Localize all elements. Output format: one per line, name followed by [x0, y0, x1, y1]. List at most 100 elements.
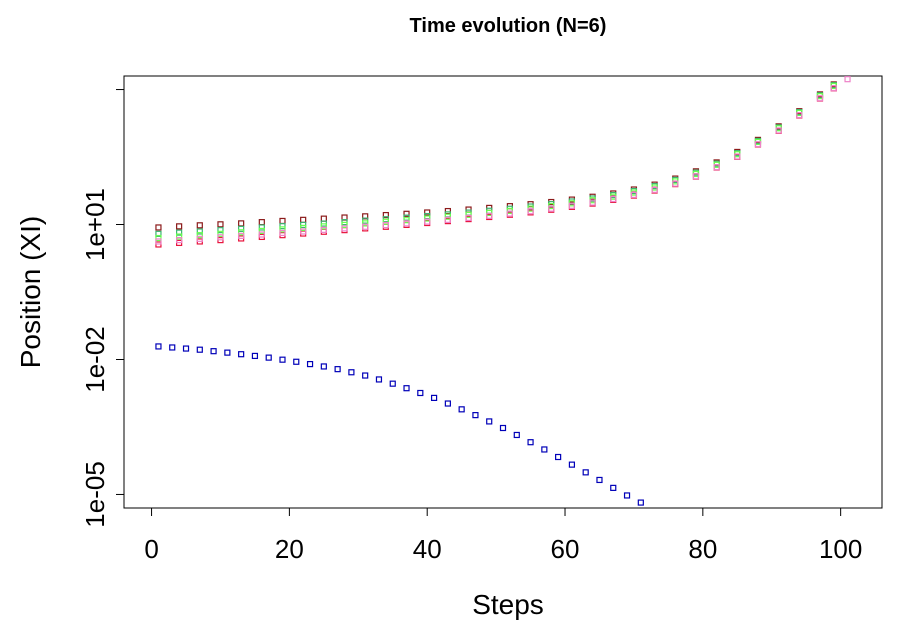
data-point	[293, 358, 300, 365]
data-point	[320, 223, 327, 230]
data-point	[217, 234, 224, 241]
data-point	[816, 95, 824, 102]
data-point	[610, 190, 617, 197]
data-point	[672, 180, 679, 187]
data-point	[348, 369, 355, 376]
data-point	[251, 352, 259, 360]
x-tick-label: 100	[819, 534, 862, 564]
data-point	[382, 211, 389, 219]
data-point	[217, 227, 224, 234]
data-point	[155, 343, 162, 350]
plot-frame	[123, 75, 883, 509]
data-point	[320, 228, 327, 235]
data-point	[300, 228, 307, 235]
data-point	[548, 205, 555, 212]
data-point	[362, 220, 369, 227]
data-point	[692, 173, 700, 180]
data-point	[238, 229, 245, 236]
data-point	[196, 346, 203, 353]
data-point	[444, 207, 451, 215]
data-point	[155, 234, 162, 242]
data-point	[341, 221, 348, 229]
data-point	[258, 227, 265, 235]
data-point	[527, 208, 534, 215]
data-point	[389, 380, 396, 387]
data-point	[238, 225, 245, 232]
data-point	[637, 499, 644, 506]
data-point	[279, 217, 286, 225]
y-tick-label: 1e+01	[80, 188, 110, 261]
data-point	[444, 213, 451, 220]
data-point	[844, 76, 851, 83]
x-tick-label: 80	[688, 534, 717, 564]
data-point	[382, 218, 389, 225]
data-point	[210, 348, 217, 355]
chart-title: Time evolution (N=6)	[410, 15, 607, 37]
data-point	[196, 222, 203, 229]
data-point	[465, 214, 472, 222]
data-point	[403, 210, 410, 217]
data-point	[320, 226, 327, 233]
y-axis-label: Position (XI)	[15, 216, 46, 369]
data-point	[830, 85, 837, 92]
data-point	[582, 469, 589, 476]
data-point	[775, 127, 782, 134]
data-point	[182, 345, 190, 352]
data-point	[306, 360, 314, 368]
data-point	[176, 237, 183, 244]
data-point	[506, 210, 513, 217]
data-point	[334, 366, 341, 373]
data-point	[155, 238, 162, 245]
data-point	[362, 213, 369, 220]
data-point	[424, 215, 431, 222]
series-6	[155, 343, 644, 506]
data-point	[176, 233, 183, 240]
data-point	[555, 453, 562, 461]
x-axis: 0 20 40 60 80 100	[144, 508, 862, 564]
y-tick-label: 1e-02	[80, 326, 110, 393]
data-points	[155, 76, 851, 506]
data-point	[258, 224, 265, 231]
data-point	[279, 229, 286, 237]
data-point	[713, 164, 720, 171]
data-point	[279, 223, 286, 230]
series-5	[155, 76, 851, 245]
data-point	[258, 219, 265, 226]
data-point	[238, 220, 245, 227]
data-point	[176, 229, 183, 236]
data-point	[341, 227, 348, 234]
data-point	[341, 225, 348, 232]
data-point	[651, 186, 658, 193]
data-point	[258, 231, 265, 238]
data-point	[362, 223, 369, 230]
data-point	[375, 376, 383, 383]
data-point	[424, 209, 431, 216]
data-point	[176, 223, 183, 230]
series-2	[155, 85, 837, 248]
data-point	[279, 356, 286, 363]
data-point	[527, 439, 534, 446]
data-point	[610, 195, 617, 203]
data-point	[320, 215, 327, 222]
x-tick-label: 60	[551, 534, 580, 564]
data-point	[320, 363, 327, 370]
data-point	[796, 112, 803, 119]
data-point	[458, 406, 465, 413]
data-point	[430, 394, 438, 402]
data-point	[217, 230, 224, 237]
data-point	[238, 351, 245, 358]
data-point	[568, 202, 576, 209]
data-point	[513, 431, 520, 439]
data-point	[196, 228, 203, 235]
data-point	[382, 222, 389, 229]
data-point	[754, 141, 762, 148]
data-point	[217, 221, 224, 228]
data-point	[403, 385, 410, 392]
x-tick-label: 0	[144, 534, 158, 564]
data-point	[403, 220, 410, 227]
data-point	[541, 446, 548, 453]
data-point	[362, 225, 369, 232]
data-point	[630, 191, 638, 198]
data-point	[417, 389, 424, 397]
data-point	[403, 217, 410, 224]
